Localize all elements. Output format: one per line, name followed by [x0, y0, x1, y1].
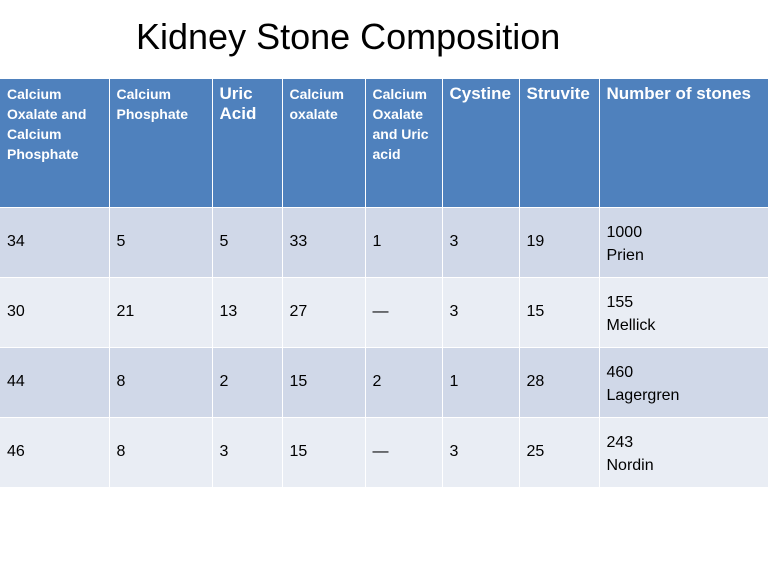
table-cell: 8 [109, 417, 213, 488]
header-cao-cap: Calcium Oxalate and Calcium Phosphate [0, 79, 110, 208]
table-cell: 1 [365, 207, 443, 278]
table-row: 34 5 5 33 1 3 19 1000 Prien [0, 207, 768, 278]
table-cell: 15 [282, 417, 366, 488]
table-cell: 33 [282, 207, 366, 278]
stone-count: 1000 [606, 223, 643, 241]
table-row: 44 8 2 15 2 1 28 460 Lagergren [0, 347, 768, 418]
table-cell: — [365, 417, 443, 488]
stone-count: 460 [606, 363, 634, 381]
study-author: Prien [606, 246, 644, 264]
table-cell: 34 [0, 207, 110, 278]
table-cell: 3 [442, 207, 520, 278]
source-cell: 460 Lagergren [599, 347, 768, 418]
table-row: 30 21 13 27 — 3 15 155 Mellick [0, 277, 768, 348]
composition-table: Calcium Oxalate and Calcium Phosphate Ca… [0, 79, 768, 488]
table-cell: 19 [519, 207, 600, 278]
header-cystine: Cystine [442, 79, 520, 208]
table-cell: 28 [519, 347, 600, 418]
table-cell: 44 [0, 347, 110, 418]
study-author: Nordin [606, 456, 654, 474]
header-row: Calcium Oxalate and Calcium Phosphate Ca… [0, 79, 768, 208]
stone-count: 243 [606, 433, 634, 451]
header-uric-acid: Uric Acid [212, 79, 283, 208]
header-calcium-oxalate: Calcium oxalate [282, 79, 366, 208]
table-cell: 21 [109, 277, 213, 348]
table-cell: 2 [365, 347, 443, 418]
header-calcium-phosphate: Calcium Phosphate [109, 79, 213, 208]
table-cell: — [365, 277, 443, 348]
table-cell: 5 [109, 207, 213, 278]
table-cell: 1 [442, 347, 520, 418]
table-cell: 8 [109, 347, 213, 418]
study-author: Lagergren [606, 386, 680, 404]
table-cell: 25 [519, 417, 600, 488]
slide-title: Kidney Stone Composition [136, 16, 561, 57]
table-cell: 2 [212, 347, 283, 418]
header-cao-uric-acid: Calcium Oxalate and Uric acid [365, 79, 443, 208]
table-cell: 5 [212, 207, 283, 278]
table-cell: 15 [519, 277, 600, 348]
study-author: Mellick [606, 316, 656, 334]
table-cell: 46 [0, 417, 110, 488]
source-cell: 155 Mellick [599, 277, 768, 348]
table-cell: 27 [282, 277, 366, 348]
source-cell: 243 Nordin [599, 417, 768, 488]
table-cell: 3 [442, 417, 520, 488]
table-cell: 30 [0, 277, 110, 348]
source-cell: 1000 Prien [599, 207, 768, 278]
table-cell: 3 [442, 277, 520, 348]
header-number-of-stones: Number of stones [599, 79, 768, 208]
header-struvite: Struvite [519, 79, 600, 208]
table-cell: 3 [212, 417, 283, 488]
stone-count: 155 [606, 293, 634, 311]
table-cell: 15 [282, 347, 366, 418]
table-row: 46 8 3 15 — 3 25 243 Nordin [0, 417, 768, 488]
table-cell: 13 [212, 277, 283, 348]
